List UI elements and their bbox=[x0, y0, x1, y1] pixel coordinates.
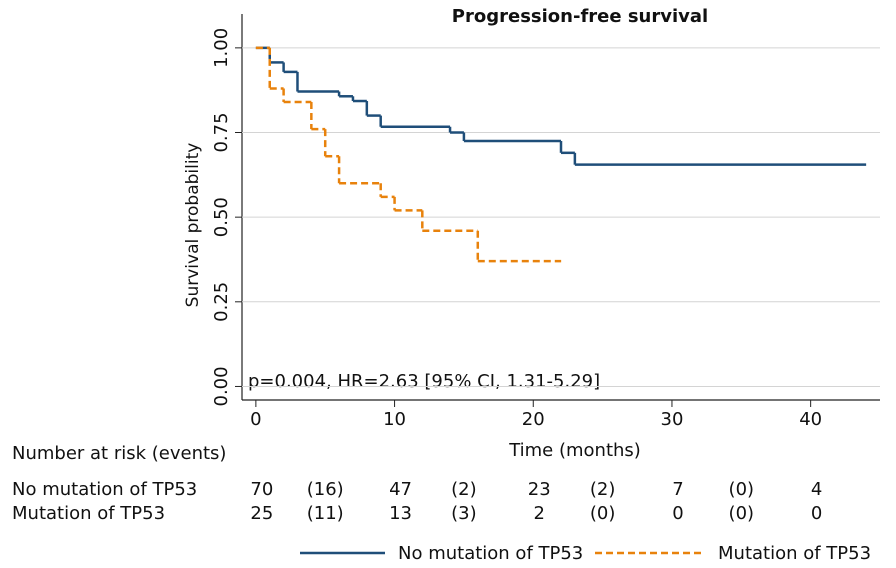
y-tick-label: 1.00 bbox=[211, 28, 232, 68]
x-axis-label: Time (months) bbox=[508, 440, 641, 461]
risk-row-label: No mutation of TP53 bbox=[12, 479, 197, 500]
y-tick-label: 0.75 bbox=[211, 112, 232, 152]
annotation: p=0.004, HR=2.63 [95% CI, 1.31-5.29] bbox=[248, 371, 600, 392]
x-tick-label: 20 bbox=[522, 409, 545, 430]
at-risk-count: 2 bbox=[534, 503, 545, 524]
event-count: (0) bbox=[729, 503, 755, 524]
at-risk-count: 25 bbox=[250, 503, 273, 524]
risk-table-title: Number at risk (events) bbox=[12, 443, 226, 464]
chart-title: Progression-free survival bbox=[452, 6, 708, 27]
x-tick-label: 10 bbox=[383, 409, 406, 430]
y-tick-label: 0.00 bbox=[211, 366, 232, 406]
at-risk-count: 13 bbox=[389, 503, 412, 524]
event-count: (0) bbox=[729, 479, 755, 500]
event-count: (16) bbox=[307, 479, 344, 500]
y-tick-label: 0.50 bbox=[211, 197, 232, 237]
risk-row-label: Mutation of TP53 bbox=[12, 503, 165, 524]
x-tick-label: 0 bbox=[250, 409, 261, 430]
at-risk-count: 23 bbox=[528, 479, 551, 500]
at-risk-count: 0 bbox=[811, 503, 822, 524]
y-tick-label: 0.25 bbox=[211, 282, 232, 322]
event-count: (2) bbox=[451, 479, 477, 500]
at-risk-count: 47 bbox=[389, 479, 412, 500]
event-count: (2) bbox=[590, 479, 616, 500]
at-risk-count: 4 bbox=[811, 479, 822, 500]
x-tick-label: 40 bbox=[799, 409, 822, 430]
event-count: (3) bbox=[451, 503, 477, 524]
event-count: (0) bbox=[590, 503, 616, 524]
event-count: (11) bbox=[307, 503, 344, 524]
legend-label: No mutation of TP53 bbox=[398, 543, 583, 564]
legend-label: Mutation of TP53 bbox=[718, 543, 871, 564]
at-risk-count: 7 bbox=[672, 479, 683, 500]
at-risk-count: 0 bbox=[672, 503, 683, 524]
y-axis-label: Survival probability bbox=[183, 143, 203, 308]
x-tick-label: 30 bbox=[661, 409, 684, 430]
at-risk-count: 70 bbox=[250, 479, 273, 500]
